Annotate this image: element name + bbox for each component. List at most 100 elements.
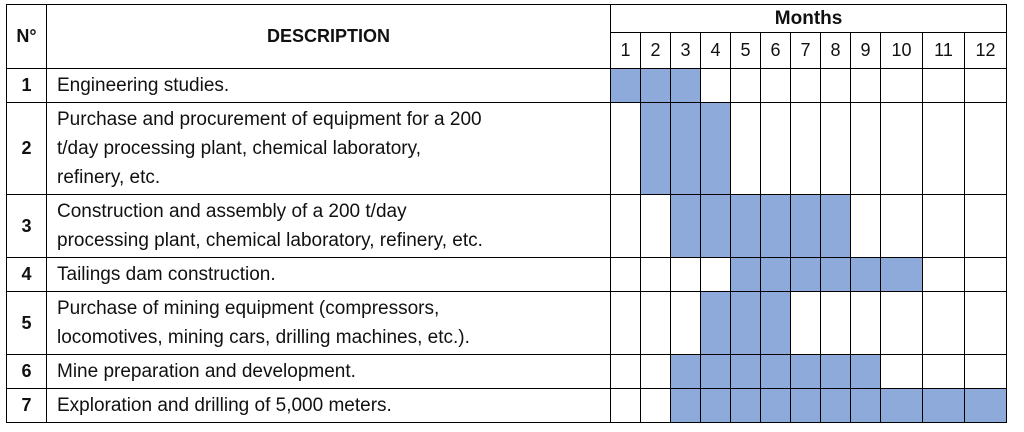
- gantt-bar-cell: [760, 257, 791, 292]
- month-header-1: 1: [610, 32, 641, 69]
- row-number: 4: [6, 257, 47, 292]
- month-header-11: 11: [922, 32, 965, 69]
- gantt-empty-cell: [790, 291, 821, 355]
- gantt-empty-cell: [640, 388, 671, 423]
- gantt-bar-cell: [670, 388, 701, 423]
- gantt-empty-cell: [730, 102, 761, 195]
- gantt-bar-cell: [820, 257, 851, 292]
- gantt-bar-cell: [790, 354, 821, 389]
- row-description: Mine preparation and development.: [46, 354, 611, 389]
- gantt-bar-cell: [820, 354, 851, 389]
- gantt-empty-cell: [670, 291, 701, 355]
- table-row: 2 Purchase and procurement of equipment f…: [6, 102, 1008, 195]
- gantt-empty-cell: [640, 257, 671, 292]
- gantt-bar-cell: [730, 257, 761, 292]
- gantt-empty-cell: [963, 354, 1008, 389]
- gantt-empty-cell: [640, 291, 671, 355]
- gantt-empty-cell: [880, 194, 923, 258]
- gantt-empty-cell: [922, 194, 965, 258]
- gantt-empty-cell: [820, 102, 851, 195]
- gantt-empty-cell: [610, 194, 641, 258]
- gantt-bar-cell: [760, 354, 791, 389]
- row-description: Purchase of mining equipment (compressor…: [46, 291, 611, 355]
- gantt-empty-cell: [820, 291, 851, 355]
- gantt-empty-cell: [640, 354, 671, 389]
- gantt-bar-cell: [820, 194, 851, 258]
- gantt-bar-cell: [760, 388, 791, 423]
- row-number: 6: [6, 354, 47, 389]
- gantt-empty-cell: [963, 68, 1008, 103]
- gantt-empty-cell: [850, 291, 881, 355]
- gantt-empty-cell: [922, 354, 965, 389]
- row-description: Engineering studies.: [46, 68, 611, 103]
- gantt-bar-cell: [850, 388, 881, 423]
- gantt-bar-cell: [963, 388, 1008, 423]
- row-description: Exploration and drilling of 5,000 meters…: [46, 388, 611, 423]
- gantt-bar-cell: [670, 68, 701, 103]
- gantt-bar-cell: [850, 257, 881, 292]
- gantt-empty-cell: [963, 102, 1008, 195]
- gantt-bar-cell: [730, 388, 761, 423]
- gantt-bar-cell: [880, 388, 923, 423]
- gantt-empty-cell: [880, 354, 923, 389]
- gantt-bar-cell: [700, 291, 731, 355]
- gantt-bar-cell: [700, 388, 731, 423]
- row-number: 5: [6, 291, 47, 355]
- month-header-4: 4: [700, 32, 731, 69]
- gantt-empty-cell: [850, 68, 881, 103]
- month-header-5: 5: [730, 32, 761, 69]
- gantt-bar-cell: [790, 194, 821, 258]
- gantt-bar-cell: [730, 354, 761, 389]
- gantt-empty-cell: [700, 68, 731, 103]
- gantt-bar-cell: [640, 68, 671, 103]
- gantt-empty-cell: [922, 257, 965, 292]
- gantt-empty-cell: [610, 291, 641, 355]
- gantt-bar-cell: [670, 354, 701, 389]
- gantt-bar-cell: [730, 291, 761, 355]
- table-row: 6 Mine preparation and development.: [6, 354, 1008, 389]
- gantt-empty-cell: [880, 68, 923, 103]
- gantt-empty-cell: [850, 194, 881, 258]
- row-number: 3: [6, 194, 47, 258]
- gantt-bar-cell: [610, 68, 641, 103]
- gantt-bar-cell: [730, 194, 761, 258]
- gantt-empty-cell: [922, 291, 965, 355]
- gantt-empty-cell: [963, 291, 1008, 355]
- gantt-bar-cell: [760, 291, 791, 355]
- gantt-empty-cell: [790, 102, 821, 195]
- gantt-empty-cell: [850, 102, 881, 195]
- month-header-8: 8: [820, 32, 851, 69]
- table-row: 4 Tailings dam construction.: [6, 257, 1008, 292]
- schedule-rows: 1 Engineering studies. 2 Purchase and procu…: [6, 68, 1008, 423]
- gantt-bar-cell: [850, 354, 881, 389]
- gantt-empty-cell: [610, 257, 641, 292]
- month-header-12: 12: [963, 32, 1008, 69]
- month-header-10: 10: [880, 32, 923, 69]
- gantt-bar-cell: [700, 102, 731, 195]
- gantt-empty-cell: [922, 102, 965, 195]
- gantt-empty-cell: [922, 68, 965, 103]
- month-header-2: 2: [640, 32, 671, 69]
- gantt-empty-cell: [760, 68, 791, 103]
- table-row: 5 Purchase of mining equipment (compresso…: [6, 291, 1008, 355]
- gantt-bar-cell: [670, 102, 701, 195]
- row-description: Purchase and procurement of equipment fo…: [46, 102, 611, 195]
- gantt-empty-cell: [610, 102, 641, 195]
- gantt-bar-cell: [820, 388, 851, 423]
- month-header-row: 1 2 3 4 5 6 7 8 9 10 11 12: [7, 32, 1008, 69]
- gantt-bar-cell: [790, 257, 821, 292]
- gantt-empty-cell: [963, 194, 1008, 258]
- header-number: N°: [6, 4, 47, 69]
- month-header-6: 6: [760, 32, 791, 69]
- gantt-empty-cell: [760, 102, 791, 195]
- row-description: Construction and assembly of a 200 t/day…: [46, 194, 611, 258]
- gantt-empty-cell: [670, 257, 701, 292]
- gantt-bar-cell: [640, 102, 671, 195]
- month-header-9: 9: [850, 32, 881, 69]
- gantt-bar-cell: [700, 354, 731, 389]
- row-number: 2: [6, 102, 47, 195]
- gantt-bar-cell: [760, 194, 791, 258]
- table-row: 1 Engineering studies.: [6, 68, 1008, 103]
- gantt-bar-cell: [790, 388, 821, 423]
